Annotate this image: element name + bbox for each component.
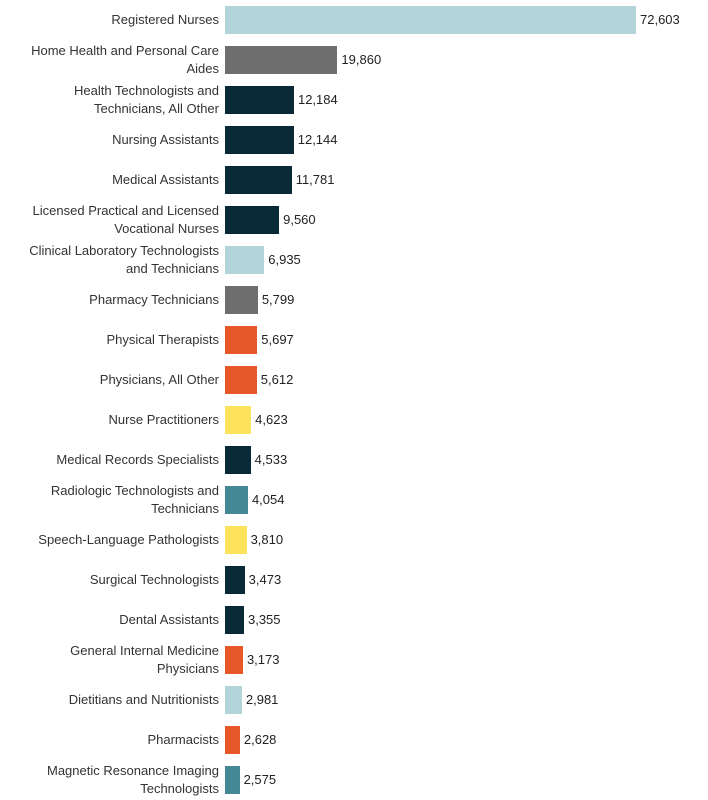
value-label: 3,173 — [246, 652, 280, 667]
bar — [225, 206, 280, 234]
value-label: 12,144 — [297, 132, 338, 147]
value-label: 9,560 — [283, 212, 316, 227]
category-label: Radiologic Technologists and Technicians — [50, 483, 219, 516]
bar — [225, 446, 251, 474]
category-label: Pharmacy Technicians — [89, 292, 219, 307]
bar — [225, 766, 240, 794]
category-label: Medical Records Specialists — [56, 452, 219, 467]
bar — [225, 6, 636, 34]
value-label: 4,623 — [255, 412, 288, 427]
value-label: 4,054 — [251, 492, 285, 507]
value-label: 2,575 — [243, 772, 277, 787]
value-label: 3,355 — [247, 612, 281, 627]
bar — [225, 526, 247, 554]
value-label: 5,799 — [261, 292, 295, 307]
bar — [225, 566, 245, 594]
category-label: Magnetic Resonance Imaging Technologists — [47, 763, 219, 796]
bar — [225, 286, 258, 314]
category-label: Home Health and Personal Care Aides — [31, 43, 219, 76]
bar — [225, 166, 292, 194]
bar — [225, 46, 338, 74]
bar — [225, 686, 242, 714]
value-label: 2,628 — [243, 732, 277, 747]
category-label: Pharmacists — [147, 732, 219, 747]
value-label: 19,860 — [341, 52, 382, 67]
category-label: Registered Nurses — [111, 12, 219, 27]
bar — [225, 486, 248, 514]
bar — [225, 86, 294, 114]
category-label: General Internal Medicine Physicians — [70, 643, 219, 676]
bar — [225, 646, 243, 674]
bar — [225, 326, 258, 354]
value-label: 6,935 — [268, 252, 301, 267]
value-label: 4,533 — [254, 452, 288, 467]
value-label: 11,781 — [295, 172, 335, 187]
category-label: Physical Therapists — [106, 332, 219, 347]
value-label: 3,473 — [248, 572, 282, 587]
bar — [225, 366, 257, 394]
bar — [225, 726, 240, 754]
category-label: Dental Assistants — [119, 612, 219, 627]
bar — [225, 606, 244, 634]
category-label: Licensed Practical and Licensed Vocation… — [32, 203, 219, 236]
bar — [225, 126, 294, 154]
category-label: Dietitians and Nutritionists — [68, 692, 219, 707]
category-label: Nurse Practitioners — [108, 412, 219, 427]
category-label: Surgical Technologists — [89, 572, 219, 587]
value-label: 3,810 — [250, 532, 284, 547]
category-label: Clinical Laboratory Technologists and Te… — [29, 243, 219, 276]
category-label: Health Technologists and Technicians, Al… — [73, 83, 219, 116]
value-label: 72,603 — [640, 12, 680, 27]
category-label: Nursing Assistants — [112, 132, 219, 147]
category-label: Physicians, All Other — [99, 372, 219, 387]
value-label: 5,697 — [261, 332, 294, 347]
bar — [225, 246, 265, 274]
category-label: Speech-Language Pathologists — [38, 532, 219, 547]
bar — [225, 406, 252, 434]
value-label: 12,184 — [297, 92, 338, 107]
category-label: Medical Assistants — [112, 172, 219, 187]
value-label: 2,981 — [245, 692, 279, 707]
value-label: 5,612 — [260, 372, 294, 387]
